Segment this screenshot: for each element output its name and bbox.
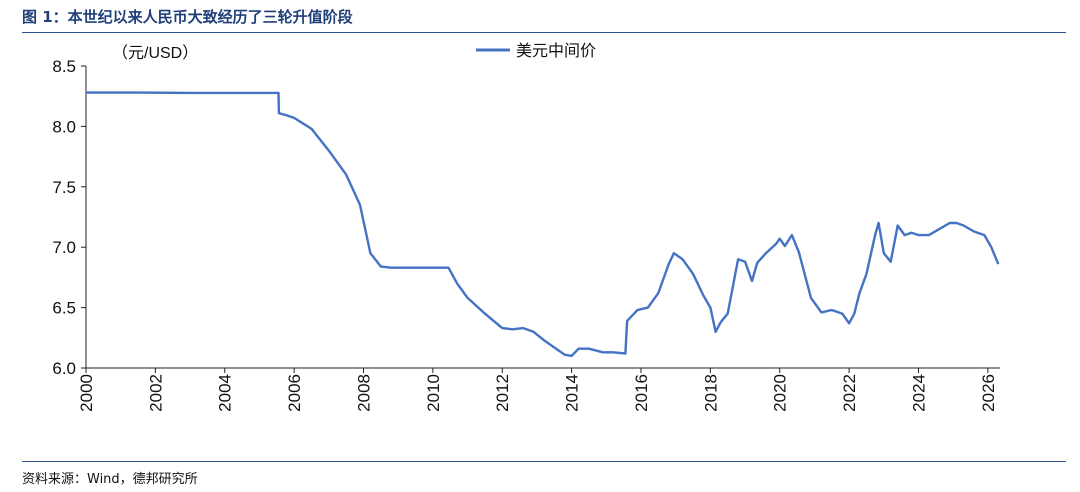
y-unit-label: （元/USD） bbox=[112, 44, 198, 62]
y-tick-label: 8.0 bbox=[52, 117, 76, 136]
x-tick-label: 2002 bbox=[146, 374, 165, 412]
x-tick-label: 2022 bbox=[840, 374, 859, 412]
y-tick-label: 6.5 bbox=[52, 299, 76, 318]
x-tick-label: 2012 bbox=[493, 374, 512, 412]
x-tick-label: 2018 bbox=[701, 374, 720, 412]
top-rule bbox=[22, 32, 1066, 33]
x-tick-label: 2020 bbox=[771, 374, 790, 412]
series-line-usd-cny bbox=[86, 91, 1000, 358]
x-tick-label: 2004 bbox=[216, 374, 235, 412]
x-tick-label: 2010 bbox=[424, 374, 443, 412]
x-tick-label: 2006 bbox=[285, 374, 304, 412]
chart-axes bbox=[85, 66, 1000, 369]
y-tick-label: 7.0 bbox=[52, 238, 76, 257]
x-ticks: 2000 2002 2004 2006 2008 2010 2012 2014 2016 2018… bbox=[77, 368, 998, 412]
source-note: 资料来源：Wind，德邦研究所 bbox=[22, 472, 198, 487]
y-tick-label: 6.0 bbox=[52, 359, 76, 378]
y-tick-label: 7.5 bbox=[52, 178, 76, 197]
y-ticks: 6.0 6.5 7.0 7.5 8.0 8.5 bbox=[52, 57, 86, 378]
x-tick-label: 2014 bbox=[563, 374, 582, 412]
line-chart: 6.06.57.07.58.08.5 2000 2002 2004 2006 2008 2… bbox=[52, 42, 1000, 412]
legend: 美元中间价 bbox=[476, 42, 596, 60]
bottom-rule bbox=[22, 461, 1066, 462]
x-tick-label: 2016 bbox=[632, 374, 651, 412]
y-tick-label: 8.5 bbox=[52, 57, 76, 76]
x-tick-label: 2024 bbox=[909, 374, 928, 412]
figure-title: 图 1：本世纪以来人民币大致经历了三轮升值阶段 bbox=[22, 8, 353, 26]
x-tick-label: 2008 bbox=[354, 374, 373, 412]
legend-label: 美元中间价 bbox=[516, 42, 596, 60]
x-tick-label: 2026 bbox=[979, 374, 998, 412]
x-tick-label: 2000 bbox=[77, 374, 96, 412]
